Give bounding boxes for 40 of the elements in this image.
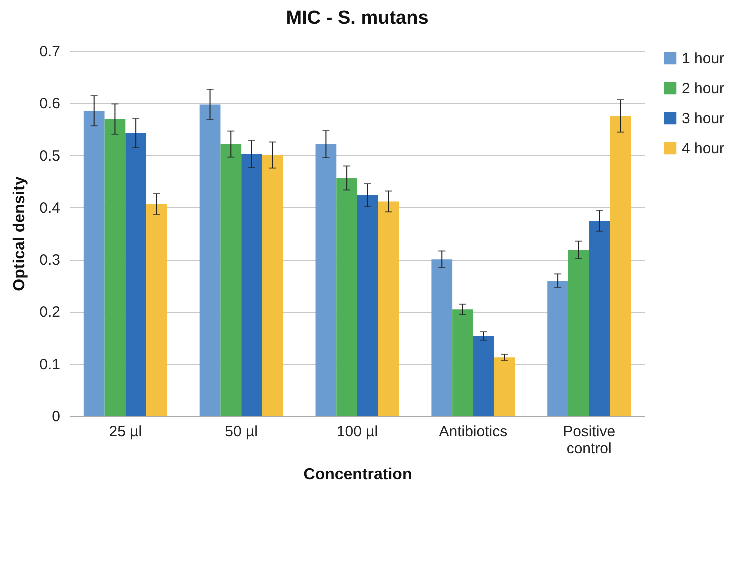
x-tick-label: Positive control (563, 424, 616, 458)
bar (358, 195, 378, 416)
bar (610, 116, 632, 416)
legend-label: 2 hour (682, 80, 725, 98)
y-tick-label: 0.4 (40, 200, 60, 217)
bar (220, 144, 242, 416)
bar (262, 155, 284, 416)
y-tick-label: 0.7 (40, 44, 60, 60)
bar (242, 154, 262, 416)
bar (473, 336, 494, 416)
bar (432, 260, 453, 416)
bar (494, 358, 516, 416)
bar (146, 204, 168, 416)
y-tick-label: 0.3 (40, 252, 60, 270)
bar (104, 119, 126, 416)
y-axis-title: Optical density (12, 176, 29, 292)
bar (378, 202, 400, 416)
bar (126, 133, 147, 416)
x-tick-label: Antibiotics (439, 424, 508, 440)
legend-label: 4 hour (682, 140, 725, 158)
bar (548, 280, 568, 416)
x-tick-label: 25 µl (109, 424, 142, 440)
y-tick-label: 0.1 (40, 356, 60, 374)
bar (568, 250, 590, 416)
y-tick-label: 0.2 (40, 304, 60, 322)
x-axis-title: Concentration (304, 466, 412, 484)
bar (589, 220, 610, 416)
legend-label: 1 hour (682, 50, 725, 68)
bar (452, 310, 474, 416)
x-tick-label: 50 µl (225, 424, 258, 440)
x-tick-label: 100 µl (336, 424, 378, 440)
bar (84, 110, 105, 416)
y-tick-label: 0.5 (40, 148, 60, 165)
bar (316, 144, 337, 416)
bar (336, 178, 358, 416)
legend-label: 3 hour (682, 110, 725, 128)
chart-title: MIC - S. mutans (286, 8, 429, 29)
bar (200, 104, 221, 416)
y-tick-label: 0.6 (40, 96, 60, 113)
y-tick-label: 0 (52, 408, 60, 426)
